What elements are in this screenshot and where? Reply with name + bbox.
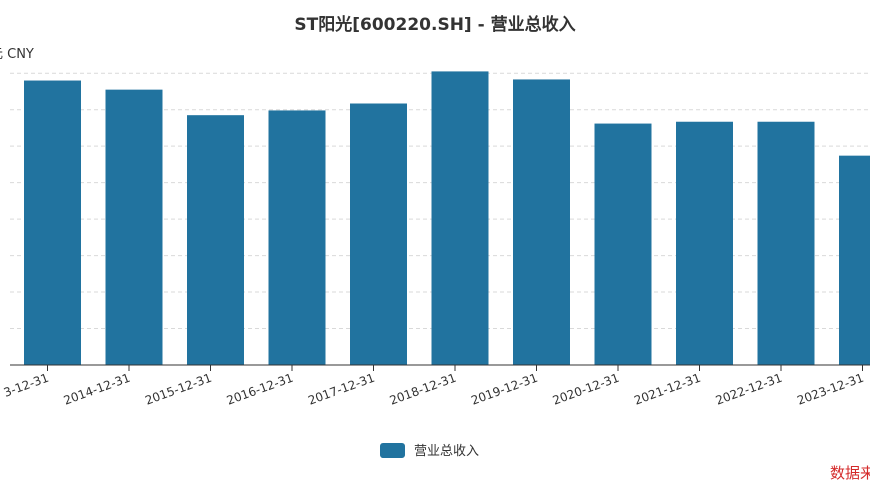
chart-title: ST阳光[600220.SH] - 营业总收入 bbox=[294, 14, 575, 35]
x-tick-label: 2021-12-31 bbox=[632, 371, 702, 408]
bar-2022-12-31[interactable] bbox=[757, 121, 815, 365]
x-tick-label: 2023-12-31 bbox=[795, 371, 865, 408]
y-axis-unit-label: 元 CNY bbox=[0, 47, 34, 62]
data-source-label: 数据来 bbox=[830, 464, 870, 482]
bar-2017-12-31[interactable] bbox=[350, 103, 407, 365]
x-tick-label: 2018-12-31 bbox=[388, 371, 458, 408]
bar-2018-12-31[interactable] bbox=[431, 71, 489, 365]
bar-2013-12-31[interactable] bbox=[24, 80, 81, 365]
legend-swatch[interactable] bbox=[380, 443, 405, 458]
legend[interactable]: 营业总收入 bbox=[380, 443, 479, 459]
x-axis-ticks: 3-12-31 2014-12-31 2015-12-31 2016-12-31 201… bbox=[2, 365, 866, 408]
bar-2021-12-31[interactable] bbox=[676, 121, 733, 365]
bar-2020-12-31[interactable] bbox=[594, 123, 652, 366]
bar-2015-12-31[interactable] bbox=[187, 115, 244, 365]
bar-2019-12-31[interactable] bbox=[513, 79, 570, 365]
bar-series[interactable] bbox=[24, 71, 870, 366]
x-tick-label: 2017-12-31 bbox=[306, 371, 376, 408]
x-tick-label: 2019-12-31 bbox=[469, 371, 539, 408]
bar-2014-12-31[interactable] bbox=[105, 89, 163, 365]
x-tick-label: 3-12-31 bbox=[2, 371, 51, 400]
x-tick-label: 2022-12-31 bbox=[714, 371, 784, 408]
x-tick-label: 2014-12-31 bbox=[62, 371, 132, 408]
x-tick-label: 2015-12-31 bbox=[143, 371, 213, 408]
bar-2016-12-31[interactable] bbox=[268, 110, 326, 365]
bar-2023-12-31[interactable] bbox=[839, 155, 870, 365]
x-tick-label: 2020-12-31 bbox=[551, 371, 621, 408]
legend-label[interactable]: 营业总收入 bbox=[414, 444, 479, 459]
x-tick-label: 2016-12-31 bbox=[225, 371, 295, 408]
